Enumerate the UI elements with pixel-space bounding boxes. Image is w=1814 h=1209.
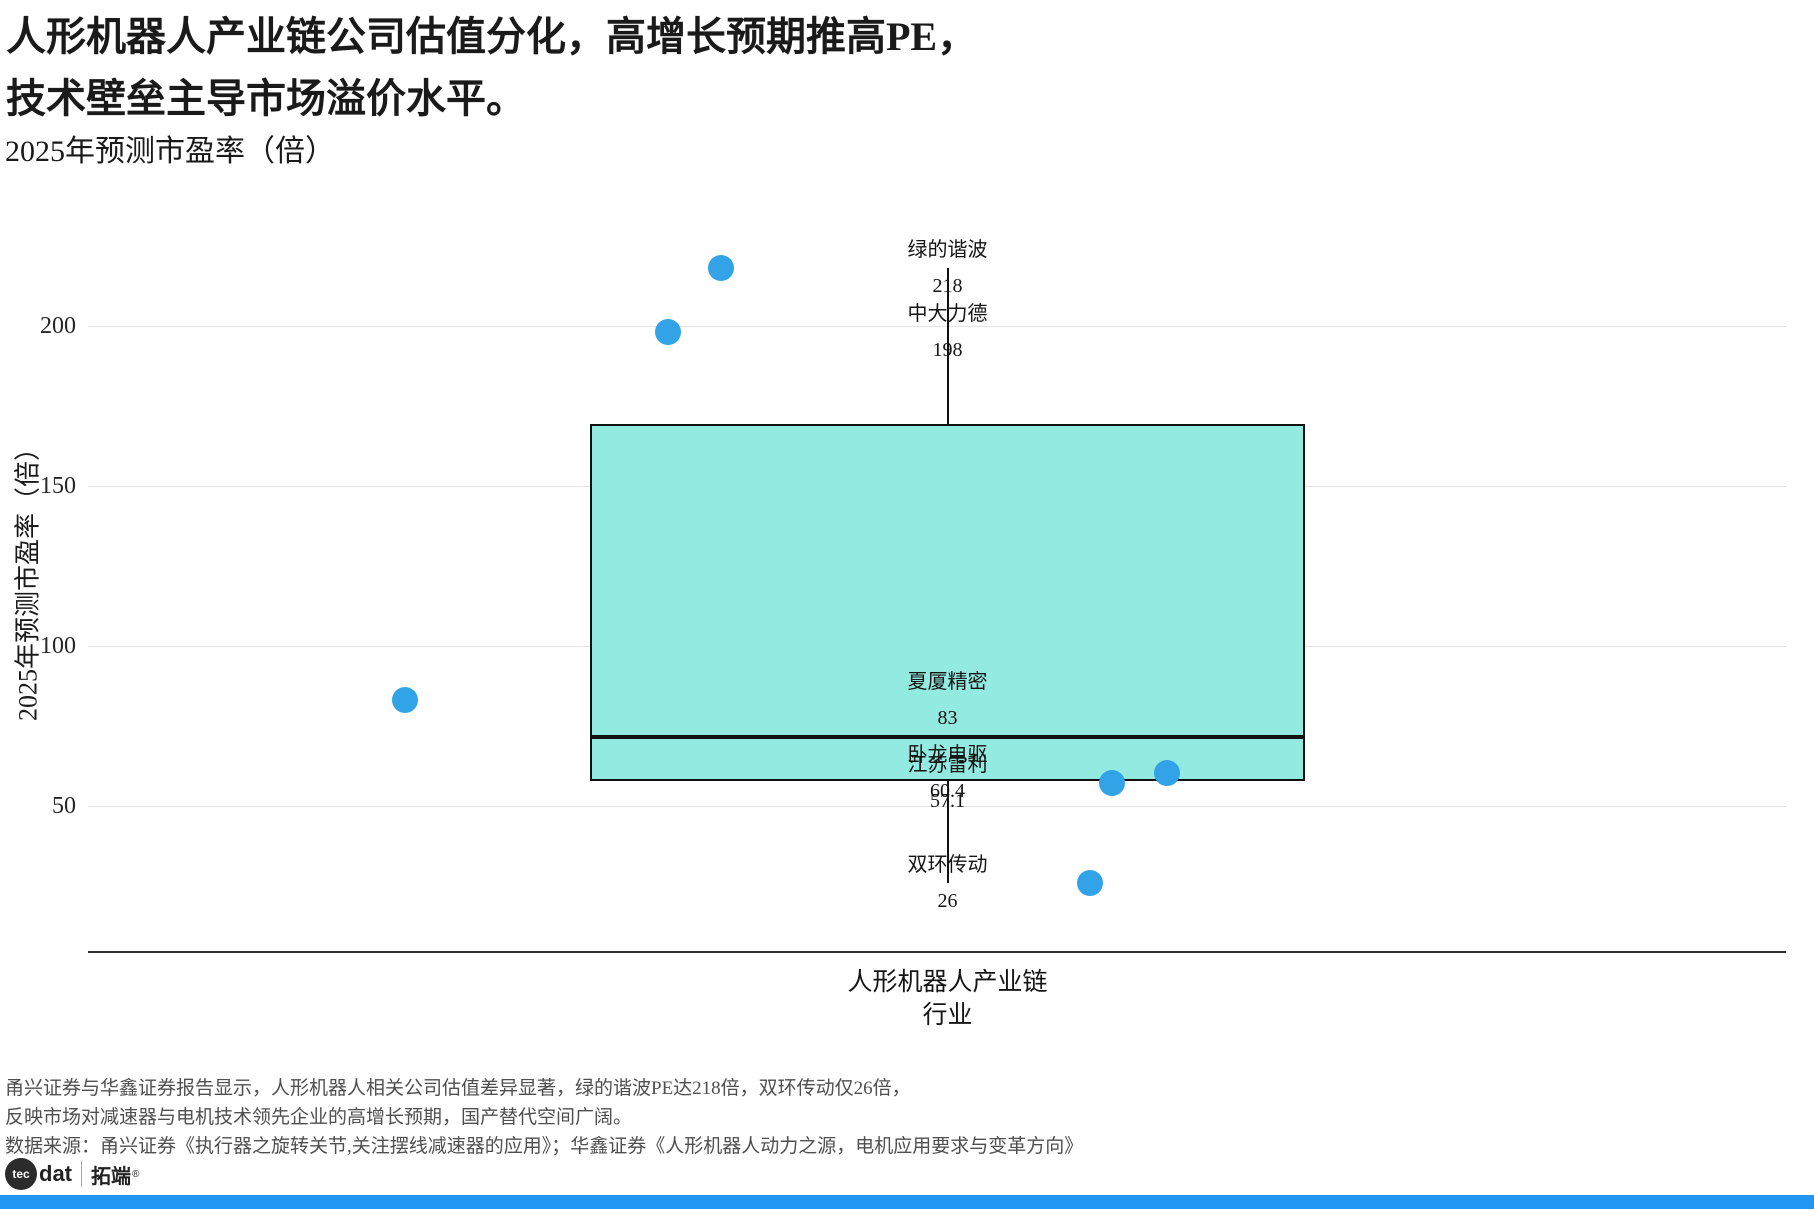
scatter-point [391, 687, 418, 714]
annotation-pe-value: 198 [932, 339, 963, 362]
whisker-upper [946, 268, 949, 425]
annotation-company-name: 绿的谐波 [907, 239, 988, 262]
y-tick-label: 50 [52, 793, 76, 819]
y-gridline [88, 805, 1786, 807]
tecdat-logo-icon: tec [5, 1158, 37, 1190]
footer-line1: 甬兴证券与华鑫证券报告显示，人形机器人相关公司估值差异显著，绿的谐波PE达218… [5, 1078, 911, 1099]
headline-line2: 技术壁垒主导市场溢价水平。 [6, 76, 526, 121]
scatter-point [1153, 759, 1180, 786]
scatter-point [707, 255, 734, 282]
annotation-pe-value: 60.4 [930, 779, 965, 802]
scatter-point [1098, 770, 1125, 797]
boxplot-box [590, 424, 1305, 781]
headline: 人形机器人产业链公司估值分化，高增长预期推高PE， 技术壁垒主导市场溢价水平。 [6, 6, 977, 130]
annotation-pe-value: 218 [932, 275, 963, 298]
annotation-pe-value: 83 [937, 707, 958, 730]
annotation-company-name: 双环传动 [907, 853, 988, 876]
x-tick-label: 人形机器人产业链 行业 [747, 966, 1148, 1032]
y-tick-label: 150 [40, 473, 76, 499]
annotation-company-name: 中大力德 [907, 303, 988, 326]
tecdat-cn-name: 拓端 [91, 1165, 131, 1188]
scatter-point [654, 319, 681, 346]
footer-line2: 反映市场对减速器与电机技术领先企业的高增长预期，国产替代空间广阔。 [5, 1107, 633, 1128]
annotation-company-name: 江苏雷利 [907, 754, 988, 777]
x-axis-line [88, 951, 1786, 953]
tecdat-logo: tec dat 拓端 ® [5, 1158, 139, 1190]
y-tick-label: 100 [40, 633, 76, 659]
scatter-point [1076, 869, 1103, 896]
tecdat-logo-text: dat [39, 1161, 72, 1186]
annotation-company-name: 夏厦精密 [907, 671, 988, 694]
footer-source-line: 数据来源：甬兴证券《执行器之旋转关节,关注摆线减速器的应用》；华鑫证券《人形机器… [5, 1136, 1084, 1157]
headline-line1: 人形机器人产业链公司估值分化，高增长预期推高PE， [6, 14, 978, 59]
logo-divider [81, 1161, 82, 1187]
chart-subtitle: 2025年预测市盈率（倍） [5, 135, 335, 168]
median-line [590, 734, 1305, 739]
x-tick-category: 人形机器人产业链 [847, 969, 1048, 996]
annotation-pe-value: 26 [937, 889, 958, 912]
y-tick-label: 200 [40, 313, 76, 339]
y-gridline [88, 325, 1786, 327]
footer-notes: 甬兴证券与华鑫证券报告显示，人形机器人相关公司估值差异显著，绿的谐波PE达218… [5, 1074, 1083, 1161]
annotation-pe-value: 57.1 [930, 790, 965, 813]
whisker-lower [946, 780, 949, 883]
annotation-company-name: 卧龙电驱 [907, 743, 988, 766]
accent-bar [0, 1195, 1814, 1209]
registered-mark: ® [132, 1168, 140, 1180]
x-axis-title: 行业 [922, 1002, 973, 1029]
